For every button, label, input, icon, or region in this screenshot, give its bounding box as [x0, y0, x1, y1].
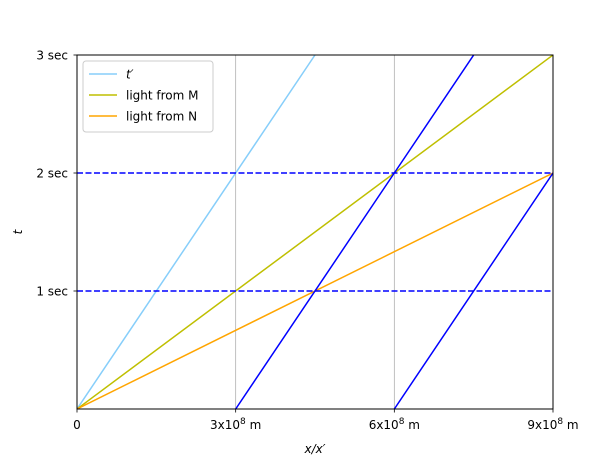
x-axis-label: x/x′ — [304, 442, 326, 456]
x-tick-label-2: 6x108 m — [369, 417, 420, 432]
x-tick-label-1: 3x108 m — [210, 417, 261, 432]
y-tick-label-1: 2 sec — [36, 167, 68, 181]
plot-frame — [76, 54, 554, 410]
series-line-1 — [77, 55, 553, 409]
series-layer — [77, 55, 553, 409]
tick-layer: 0 3x108 m 6x108 m 9x108 m 1 sec 2 sec 3 sec — [36, 49, 578, 433]
series-line-4 — [393, 55, 475, 174]
x-tick-label-0: 0 — [73, 418, 81, 432]
legend-label-1: light from M — [126, 89, 199, 103]
series-line-0 — [77, 55, 316, 409]
x-tick-label-3: 9x108 m — [527, 417, 578, 432]
legend-box — [82, 60, 214, 133]
y-tick-label-0: 1 sec — [36, 285, 68, 299]
legend-label-0: t′ — [126, 68, 134, 82]
y-tick-label-2: 3 sec — [36, 49, 68, 63]
legend-label-2: light from N — [126, 110, 197, 124]
grid-layer — [235, 55, 395, 409]
y-axis-label: t — [11, 228, 25, 234]
legend: t′ light from M light from N — [82, 60, 214, 133]
